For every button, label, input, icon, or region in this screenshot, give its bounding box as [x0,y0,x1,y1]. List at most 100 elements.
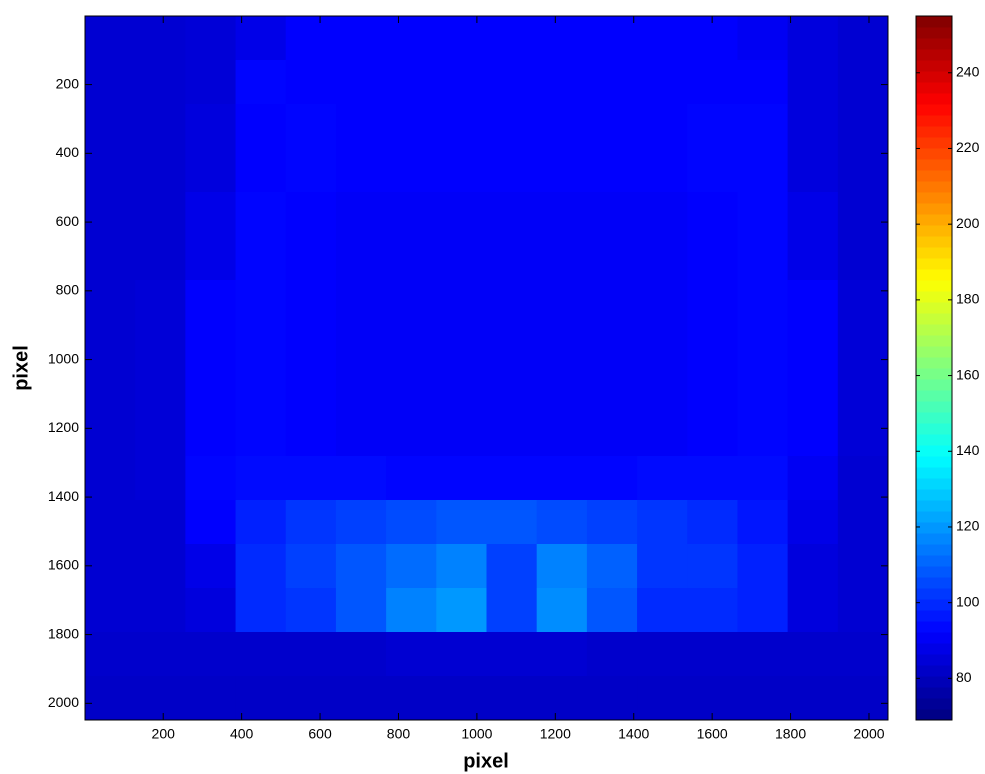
heat-cell [185,368,237,413]
heat-cell [586,544,638,589]
colorbar-swatch [916,654,952,666]
heat-cell [436,148,487,193]
heat-cell [837,544,889,589]
heat-cell [787,16,839,61]
heat-cell [135,632,186,677]
heat-cell [787,456,839,501]
heat-cell [787,192,839,237]
heat-cell [687,236,738,281]
heat-cell [837,148,889,193]
heat-cell [135,60,186,105]
heat-cell [637,324,688,369]
colorbar-swatch [916,16,952,28]
heat-cell [737,456,789,501]
colorbar-swatch [916,203,952,215]
colorbar-tick-label: 220 [956,139,980,155]
colorbar-swatch [916,247,952,259]
heat-cell [536,456,588,501]
colorbar-swatch [916,126,952,138]
heat-cell [335,544,387,589]
heat-cell [737,16,789,61]
heat-cell [837,588,889,633]
x-tick-label: 600 [308,726,332,742]
heat-cell [687,368,738,413]
y-tick-label: 1000 [48,350,79,366]
heat-cell [235,280,287,325]
heat-cell [285,16,337,61]
heat-cell [837,104,889,149]
colorbar-swatch [916,71,952,83]
colorbar-swatch [916,137,952,149]
heat-cell [185,544,237,589]
heat-cell [737,544,789,589]
heat-cell [436,280,487,325]
heat-cell [85,192,136,237]
heat-cell [536,588,588,633]
heat-cell [586,280,638,325]
heat-cell [837,676,889,721]
colorbar-swatch [916,225,952,237]
heat-cell [85,236,136,281]
heat-cell [486,16,538,61]
heat-cell [235,412,287,457]
heat-cell [185,456,237,501]
colorbar-swatch [916,610,952,622]
heat-cell [486,368,538,413]
heat-cell [285,104,337,149]
heat-cell [737,148,789,193]
heat-cell [586,60,638,105]
heat-cell [687,192,738,237]
colorbar-swatch [916,511,952,523]
heat-cell [235,60,287,105]
heat-cell [85,60,136,105]
colorbar-swatch [916,434,952,446]
heat-cell [135,104,186,149]
heat-cell [185,148,237,193]
y-tick-label: 1200 [48,419,79,435]
heat-cell [436,544,487,589]
colorbar-tick-label: 200 [956,215,980,231]
heat-cell [235,676,287,721]
heat-cell [335,104,387,149]
heat-cell [386,456,437,501]
colorbar-swatch [916,148,952,160]
heat-cell [185,676,237,721]
heat-cell [335,412,387,457]
heat-cell [185,60,237,105]
colorbar-swatch [916,500,952,512]
heat-cell [135,588,186,633]
heat-cell [436,676,487,721]
heat-cell [737,280,789,325]
x-axis-label: pixel [463,750,509,772]
heat-cell [436,60,487,105]
heat-cell [586,588,638,633]
colorbar-swatch [916,445,952,457]
heat-cell [335,16,387,61]
y-tick-label: 2000 [48,694,79,710]
heat-cell [235,148,287,193]
heat-cell [637,676,688,721]
heat-cell [486,104,538,149]
heat-cell [235,456,287,501]
heat-cell [335,192,387,237]
heat-cell [737,368,789,413]
heat-cell [185,588,237,633]
heat-cell [85,412,136,457]
colorbar-swatch [916,555,952,567]
heat-cell [285,588,337,633]
heat-cell [436,456,487,501]
heat-cell [386,588,437,633]
heat-cell [285,632,337,677]
heat-cell [637,632,688,677]
colorbar-swatch [916,302,952,314]
colorbar-swatch [916,346,952,358]
heat-cell [486,500,538,545]
colorbar-swatch [916,621,952,633]
y-tick-label: 600 [56,213,80,229]
heat-cell [85,544,136,589]
heat-cell [637,104,688,149]
colorbar-swatch [916,379,952,391]
heat-cell [787,676,839,721]
heat-cell [787,632,839,677]
heat-cell [285,60,337,105]
